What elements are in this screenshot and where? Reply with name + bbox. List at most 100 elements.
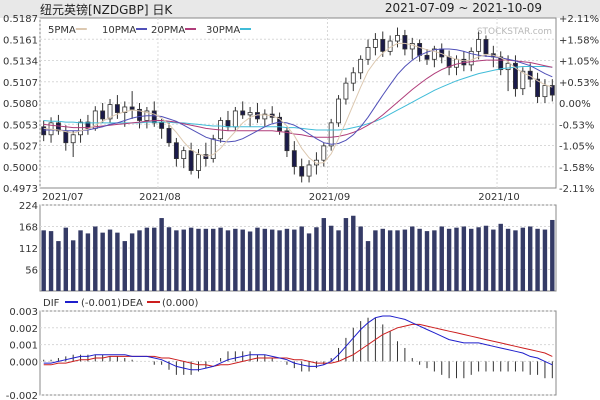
x-tick-label: 2021/07 [42, 192, 84, 203]
candle-body [431, 48, 437, 60]
candle-body [63, 130, 69, 144]
candle-body [402, 35, 408, 50]
volume-bar [410, 226, 415, 291]
candle-body [513, 62, 518, 90]
candle-body [468, 50, 474, 66]
candle-body [240, 110, 246, 116]
candle-body [520, 70, 526, 90]
legend-label: 10PMA [102, 25, 136, 36]
candle-body [107, 104, 113, 120]
volume-tick-label: 168 [19, 223, 38, 234]
candle-body [78, 121, 83, 136]
candle-body [483, 39, 489, 55]
candle-body [350, 72, 356, 84]
candle-body [358, 58, 364, 74]
dea-line [43, 323, 553, 367]
macd-tick-label: 0.001 [9, 341, 38, 352]
candle-body [262, 113, 268, 120]
volume-bar [240, 229, 245, 291]
volume-bar [262, 228, 268, 291]
candle-body [336, 98, 341, 124]
candle-body [365, 46, 371, 60]
macd-tick-label: 0.002 [9, 324, 38, 335]
candle-body [129, 106, 135, 110]
macd-tick-label: 0.003 [9, 307, 38, 318]
candle-body [549, 85, 555, 96]
volume-bar [321, 218, 327, 291]
volume-bar [225, 230, 231, 291]
candle-body [498, 56, 504, 71]
percent-tick-label: +0.53% [559, 78, 599, 89]
candle-body [247, 112, 253, 116]
dif-value: (-0.001) [81, 298, 121, 309]
price-tick-label: 0.5000 [3, 163, 38, 174]
candle-body [100, 110, 106, 120]
candle-body [151, 110, 157, 124]
volume-bar [343, 218, 349, 291]
volume-bar [417, 228, 422, 291]
candle-body [454, 58, 459, 68]
volume-bar [233, 228, 238, 291]
percent-tick-label: -2.11% [559, 184, 594, 195]
ma5-line [43, 42, 553, 164]
candle-body [306, 164, 312, 177]
x-tick-label: 2021/10 [478, 192, 520, 203]
percent-tick-label: +2.11% [559, 14, 599, 25]
dea-value: (0.000) [162, 298, 199, 309]
volume-bar [48, 231, 54, 291]
macd-tick-label: -0.002 [6, 391, 38, 400]
percent-tick-label: 0.00% [559, 99, 591, 110]
candle-body [476, 39, 482, 52]
volume-bar [247, 231, 253, 291]
volume-bar [439, 226, 444, 291]
volume-bar [292, 229, 297, 291]
price-tick-label: 0.5027 [3, 142, 38, 153]
candle-body [159, 122, 165, 129]
volume-bar [461, 226, 467, 291]
macd-tick-label: 0.000 [9, 357, 38, 368]
volume-bar [535, 228, 540, 291]
candle-body [299, 166, 305, 177]
volume-bar [520, 227, 526, 291]
volume-bar [469, 228, 474, 291]
price-tick-label: 0.5134 [3, 57, 38, 68]
candle-body [122, 106, 128, 113]
candle-body [291, 150, 297, 167]
legend-label: 20PMA [151, 25, 185, 36]
candle-body [372, 39, 378, 48]
volume-bar [255, 227, 260, 291]
candle-body [409, 43, 415, 50]
volume-bar [85, 233, 91, 291]
volume-bar [277, 230, 282, 291]
volume-bar [144, 227, 150, 291]
candle-body [70, 134, 76, 144]
macd-panel-frame [39, 310, 557, 396]
volume-tick-label: 56 [25, 266, 38, 277]
candle-body [380, 39, 386, 52]
volume-bar [203, 228, 209, 291]
volume-bar [196, 228, 201, 291]
candle-body [114, 104, 120, 113]
volume-bar [100, 232, 105, 291]
volume-bar [63, 227, 69, 291]
volume-bar [424, 231, 430, 291]
price-tick-label: 0.5107 [3, 78, 38, 89]
volume-bar [328, 225, 334, 291]
candle-body [85, 121, 91, 129]
volume-bar [336, 230, 341, 291]
candle-body [166, 128, 172, 144]
volume-bar [70, 240, 76, 291]
volume-bar [93, 226, 98, 291]
volume-bar [387, 230, 393, 291]
price-tick-label: 0.4973 [3, 184, 38, 195]
x-tick-label: 2021/09 [309, 192, 351, 203]
percent-tick-label: +1.58% [559, 35, 599, 46]
legend-label: 5PMA [48, 25, 76, 36]
volume-bar [498, 223, 503, 291]
volume-bar [122, 241, 127, 291]
volume-bar [269, 229, 275, 291]
candle-body [210, 138, 216, 160]
candle-body [417, 43, 423, 56]
candle-body [328, 122, 334, 147]
percent-tick-label: +1.05% [559, 57, 599, 68]
